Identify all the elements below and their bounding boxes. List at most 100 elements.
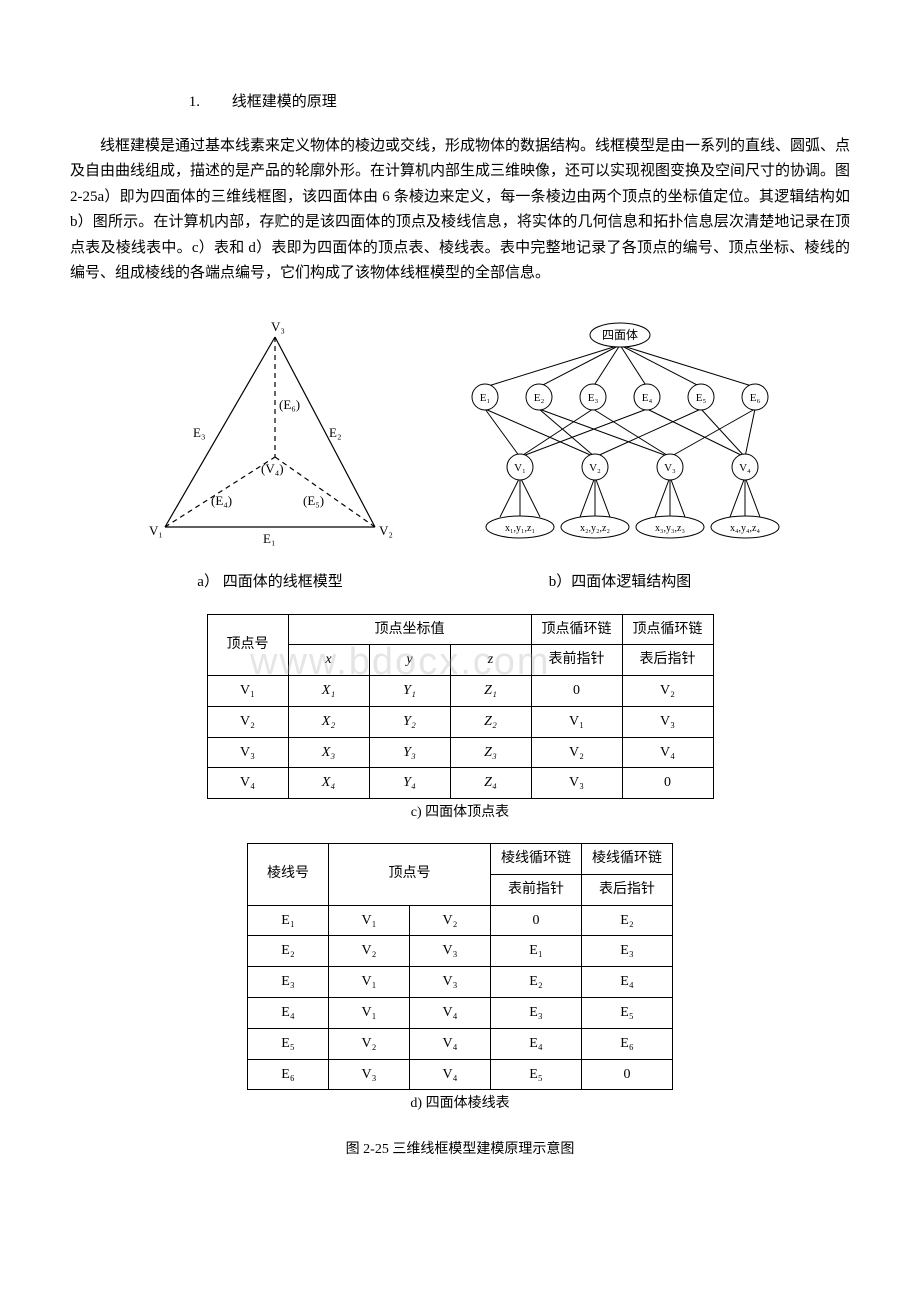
vertex-table: 顶点号 顶点坐标值 顶点循环链 顶点循环链 x y z 表前指针 表后指针 V₁… — [207, 614, 714, 800]
table-cell: X₂ — [288, 706, 369, 737]
node-v3: V₃ — [664, 462, 676, 474]
table-cell: 0 — [491, 905, 582, 936]
figure-b-caption: b）四面体逻辑结构图 — [445, 570, 795, 596]
table-cell: X₄ — [288, 768, 369, 799]
table-row: V₂X₂Y₂Z₂V₁V₃ — [207, 706, 713, 737]
table-cell: V₁ — [329, 905, 410, 936]
table-cell: 0 — [622, 768, 713, 799]
th-prev2: 表前指针 — [531, 645, 622, 676]
table-cell: E₃ — [582, 936, 673, 967]
label-v1: V₁ — [149, 523, 163, 538]
table-row: 顶点号 顶点坐标值 顶点循环链 顶点循环链 — [207, 614, 713, 645]
th-vertex-no: 顶点号 — [207, 614, 288, 676]
table-row: V₄X₄Y₄Z₄V₃0 — [207, 768, 713, 799]
node-e5: E₅ — [696, 392, 707, 404]
table-cell: V₃ — [410, 936, 491, 967]
table-cell: V₃ — [410, 967, 491, 998]
section-title: 线框建模的原理 — [232, 94, 337, 110]
section-number: 1. — [130, 90, 200, 116]
table-cell: V₄ — [410, 1059, 491, 1090]
table-cell: E₂ — [582, 905, 673, 936]
th-coord: 顶点坐标值 — [288, 614, 531, 645]
figure-row: V₃ V₁ V₂ (V₄) E₁ E₂ E₃ (E₄) (E₅) (E₆) a）… — [70, 317, 850, 596]
node-e4: E₄ — [642, 392, 653, 404]
table-cell: V₃ — [531, 768, 622, 799]
table-d-caption: d) 四面体棱线表 — [70, 1092, 850, 1116]
table-cell: V₄ — [622, 737, 713, 768]
th-vertex-no: 顶点号 — [329, 844, 491, 906]
figure-b: 四面体 E₁ E₂ E₃ E₄ E₅ E₆ V₁ V₂ V₃ V₄ x₁,y₁,… — [445, 317, 795, 596]
table-cell: E₁ — [491, 936, 582, 967]
table-cell: V₃ — [622, 706, 713, 737]
label-e5: (E₅) — [303, 493, 324, 508]
table-cell: Z₄ — [450, 768, 531, 799]
label-e4: (E₄) — [211, 493, 232, 508]
coord-3: x₃,y₃,z₃ — [655, 523, 685, 534]
figure-a-caption: a） 四面体的线框模型 — [125, 570, 415, 596]
table-cell: V₂ — [622, 676, 713, 707]
table-cell: V₁ — [207, 676, 288, 707]
table-cell: V₄ — [410, 998, 491, 1029]
root-label: 四面体 — [602, 328, 638, 342]
th-next2: 表后指针 — [622, 645, 713, 676]
label-e1: E₁ — [263, 531, 275, 546]
coord-4: x₄,y₄,z₄ — [730, 523, 760, 534]
node-e3: E₃ — [588, 392, 599, 404]
label-v3: V₃ — [271, 319, 285, 334]
th-prev: 顶点循环链 — [531, 614, 622, 645]
table-row: E₆V₃V₄E₅0 — [248, 1059, 673, 1090]
node-e1: E₁ — [480, 392, 491, 404]
th-prev2: 表前指针 — [491, 874, 582, 905]
table-cell: X₁ — [288, 676, 369, 707]
table-cell: E₄ — [248, 998, 329, 1029]
tetrahedron-svg: V₃ V₁ V₂ (V₄) E₁ E₂ E₃ (E₄) (E₅) (E₆) — [125, 317, 415, 557]
table-cell: Y₄ — [369, 768, 450, 799]
main-figure-caption: 图 2-25 三维线框模型建模原理示意图 — [70, 1138, 850, 1162]
table-row: V₁X₁Y₁Z₁0V₂ — [207, 676, 713, 707]
table-cell: Z₂ — [450, 706, 531, 737]
table-cell: V₄ — [410, 1028, 491, 1059]
table-cell: E₃ — [248, 967, 329, 998]
table-row: E₃V₁V₃E₂E₄ — [248, 967, 673, 998]
section-heading: 1. 线框建模的原理 — [70, 90, 850, 116]
th-next: 顶点循环链 — [622, 614, 713, 645]
table-cell: V₂ — [531, 737, 622, 768]
label-e2: E₂ — [329, 425, 341, 440]
node-e2: E₂ — [534, 392, 545, 404]
table-cell: E₆ — [582, 1028, 673, 1059]
table-c-caption: c) 四面体顶点表 — [70, 801, 850, 825]
th-z: z — [450, 645, 531, 676]
table-cell: E₅ — [491, 1059, 582, 1090]
table-cell: E₄ — [582, 967, 673, 998]
figure-a: V₃ V₁ V₂ (V₄) E₁ E₂ E₃ (E₄) (E₅) (E₆) a）… — [125, 317, 415, 596]
table-cell: E₅ — [582, 998, 673, 1029]
table-cell: E₅ — [248, 1028, 329, 1059]
table-row: E₅V₂V₄E₄E₆ — [248, 1028, 673, 1059]
th-edge-no: 棱线号 — [248, 844, 329, 906]
table-cell: E₃ — [491, 998, 582, 1029]
table-cell: 0 — [531, 676, 622, 707]
label-v4: (V₄) — [261, 461, 284, 476]
table-cell: V₂ — [329, 936, 410, 967]
label-e3: E₃ — [193, 425, 205, 440]
table-cell: V₁ — [531, 706, 622, 737]
th-next: 棱线循环链 — [582, 844, 673, 875]
edge-table: 棱线号 顶点号 棱线循环链 棱线循环链 表前指针 表后指针 E₁V₁V₂0E₂E… — [247, 843, 673, 1090]
table-row: E₄V₁V₄E₃E₅ — [248, 998, 673, 1029]
table-cell: 0 — [582, 1059, 673, 1090]
table-cell: V₂ — [207, 706, 288, 737]
table-cell: Y₁ — [369, 676, 450, 707]
table-row: E₂V₂V₃E₁E₃ — [248, 936, 673, 967]
node-v4: V₄ — [739, 462, 751, 474]
node-v2: V₂ — [589, 462, 601, 474]
th-x: x — [288, 645, 369, 676]
table-row: E₁V₁V₂0E₂ — [248, 905, 673, 936]
table-cell: V₁ — [329, 967, 410, 998]
logic-tree-svg: 四面体 E₁ E₂ E₃ E₄ E₅ E₆ V₁ V₂ V₃ V₄ x₁,y₁,… — [445, 317, 795, 557]
table-cell: E₂ — [491, 967, 582, 998]
label-v2: V₂ — [379, 523, 393, 538]
table-cell: X₃ — [288, 737, 369, 768]
table-cell: V₂ — [410, 905, 491, 936]
table-cell: Z₃ — [450, 737, 531, 768]
table-cell: V₄ — [207, 768, 288, 799]
